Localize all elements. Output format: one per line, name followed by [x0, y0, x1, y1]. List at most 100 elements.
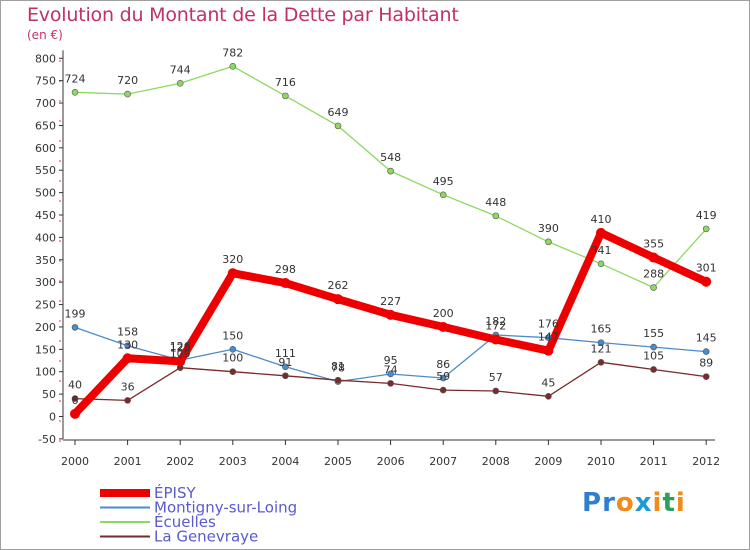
data-label: 495 [433, 175, 454, 188]
data-label: 165 [591, 323, 612, 336]
data-label: 288 [643, 268, 664, 281]
y-tick-label: 0 [49, 411, 56, 424]
data-point [650, 343, 657, 351]
data-label: 410 [591, 213, 612, 226]
data-point [702, 348, 710, 355]
data-label: 716 [275, 76, 296, 89]
legend-label: ÉPISY [154, 483, 196, 502]
data-point [175, 356, 186, 367]
y-tick-label: 800 [35, 52, 56, 65]
data-label: 320 [222, 253, 243, 266]
data-label: 74 [384, 363, 398, 376]
y-tick-label: 450 [35, 209, 56, 222]
data-point [650, 366, 657, 373]
data-label: 109 [170, 348, 191, 361]
y-tick-label: 150 [35, 343, 56, 356]
data-label: 744 [170, 63, 191, 76]
data-point [387, 380, 394, 387]
data-label: 341 [591, 244, 612, 257]
data-label: 95 [384, 354, 398, 367]
logo-letter: t [662, 488, 676, 518]
data-label: 782 [222, 46, 243, 59]
data-point [71, 324, 79, 331]
data-point [648, 252, 659, 263]
x-tick-label: 2004 [271, 455, 299, 468]
logo-letter: x [634, 488, 653, 518]
data-point [545, 334, 552, 341]
data-point [334, 122, 342, 130]
data-label: 111 [275, 347, 296, 360]
data-point [387, 370, 394, 378]
data-label: 390 [538, 222, 559, 235]
data-label: 78 [331, 362, 345, 375]
data-point [702, 373, 710, 380]
data-label: 45 [541, 376, 555, 389]
data-label: 172 [485, 319, 506, 332]
data-label: 121 [591, 342, 612, 355]
y-tick-label: 300 [35, 276, 56, 289]
data-label: 89 [699, 357, 713, 370]
legend-label: Écuelles [154, 512, 216, 531]
chart-data-labels: 6 130 123 320 298 262 227 200 172 147 410 355 301 199… [65, 46, 717, 406]
data-point [229, 368, 237, 376]
y-tick-label: 750 [35, 75, 56, 88]
x-tick-label: 2005 [324, 455, 352, 468]
data-label: 419 [696, 209, 717, 222]
chart-unit: (en €) [27, 28, 63, 42]
series-line [74, 65, 707, 289]
chart-title: Evolution du Montant de la Dette par Hab… [27, 4, 459, 26]
data-label: 100 [222, 352, 243, 365]
y-tick-label: 650 [35, 119, 56, 132]
data-point [492, 212, 500, 220]
data-label: 355 [643, 238, 664, 251]
data-point [227, 268, 238, 279]
x-tick-label: 2012 [692, 455, 720, 468]
data-point [545, 393, 552, 400]
data-point [597, 339, 605, 346]
x-tick-label: 2010 [587, 455, 615, 468]
data-point [438, 321, 449, 332]
data-point [70, 408, 80, 419]
data-point [122, 353, 133, 364]
data-point [333, 294, 343, 305]
legend-label: Montigny-sur-Loing [154, 499, 297, 517]
data-point [229, 346, 237, 353]
data-label: 59 [436, 370, 450, 383]
data-label: 123 [170, 341, 191, 354]
data-point [701, 276, 712, 287]
data-point [124, 397, 131, 404]
data-point [543, 345, 554, 356]
data-label: 40 [68, 379, 82, 392]
x-tick-label: 2009 [534, 455, 562, 468]
data-label: 150 [222, 329, 243, 342]
y-tick-label: -50 [38, 433, 56, 446]
y-tick-label: 550 [35, 164, 56, 177]
data-point [282, 363, 289, 371]
data-point [490, 334, 501, 345]
legend-label: La Genevraye [154, 528, 258, 546]
y-tick-label: 50 [42, 388, 56, 401]
data-point [387, 167, 394, 175]
data-label: 176 [538, 318, 559, 331]
y-tick-label: 250 [35, 299, 56, 312]
x-tick-label: 2002 [166, 455, 194, 468]
data-point [492, 387, 500, 395]
brand-logo: Proxiti [582, 488, 686, 518]
data-point [439, 374, 447, 382]
data-point [334, 376, 342, 384]
data-point [596, 227, 606, 238]
x-tick-label: 2003 [219, 455, 247, 468]
y-tick-label: 400 [35, 231, 56, 244]
data-point [702, 225, 710, 233]
data-point [545, 238, 552, 246]
logo-letter: i [675, 488, 686, 518]
data-label: 91 [278, 356, 292, 369]
data-label: 145 [696, 332, 717, 345]
data-point [439, 191, 447, 199]
data-point [71, 88, 79, 96]
x-tick-label: 2006 [377, 455, 405, 468]
chart-axes: -50 0 50 100 150 200 250 300 350 400 450 500 550 600 6… [35, 50, 720, 468]
data-label: 200 [433, 307, 454, 320]
